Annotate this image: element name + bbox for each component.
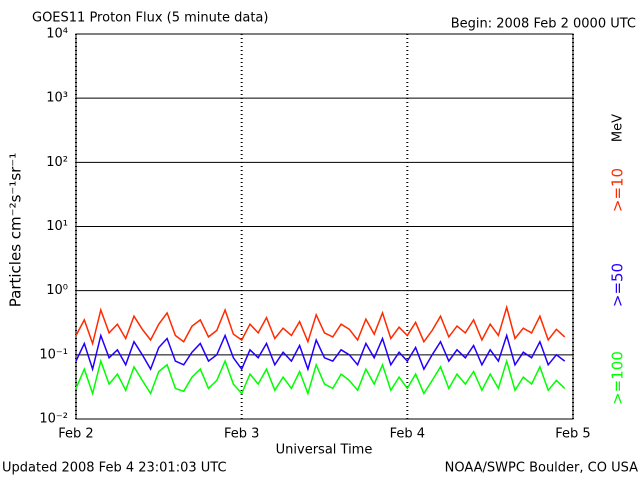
data-line bbox=[75, 358, 566, 397]
y-axis-label: Particles cm⁻²s⁻¹sr⁻¹ bbox=[7, 153, 25, 307]
y-tick-label: 10¹ bbox=[46, 219, 68, 234]
footer-left: Updated 2008 Feb 4 23:01:03 UTC bbox=[2, 461, 227, 476]
x-tick-label: Feb 4 bbox=[390, 427, 425, 442]
footer-right: NOAA/SWPC Boulder, CO USA bbox=[445, 461, 638, 476]
y-tick-label: 10² bbox=[46, 155, 68, 170]
y-tick-label: 10⁻² bbox=[39, 412, 68, 427]
x-tick-label: Feb 5 bbox=[555, 427, 590, 442]
chart-title: GOES11 Proton Flux (5 minute data) bbox=[32, 11, 268, 26]
legend-label: >=10 bbox=[609, 168, 627, 212]
subtitle: Begin: 2008 Feb 2 0000 UTC bbox=[451, 17, 636, 32]
x-axis-label: Universal Time bbox=[276, 443, 373, 458]
x-tick-label: Feb 3 bbox=[224, 427, 259, 442]
data-line bbox=[75, 332, 566, 372]
y-tick-label: 10⁻¹ bbox=[39, 347, 68, 362]
x-tick-label: Feb 2 bbox=[58, 427, 93, 442]
legend-label: >=100 bbox=[609, 351, 627, 405]
y-tick-label: 10⁰ bbox=[46, 283, 68, 298]
legend-unit: MeV bbox=[611, 114, 626, 142]
legend-label: >=50 bbox=[609, 263, 627, 307]
y-tick-label: 10³ bbox=[46, 91, 68, 106]
data-line bbox=[75, 304, 566, 347]
y-tick-label: 10⁴ bbox=[46, 27, 68, 42]
plot-frame bbox=[75, 33, 574, 420]
